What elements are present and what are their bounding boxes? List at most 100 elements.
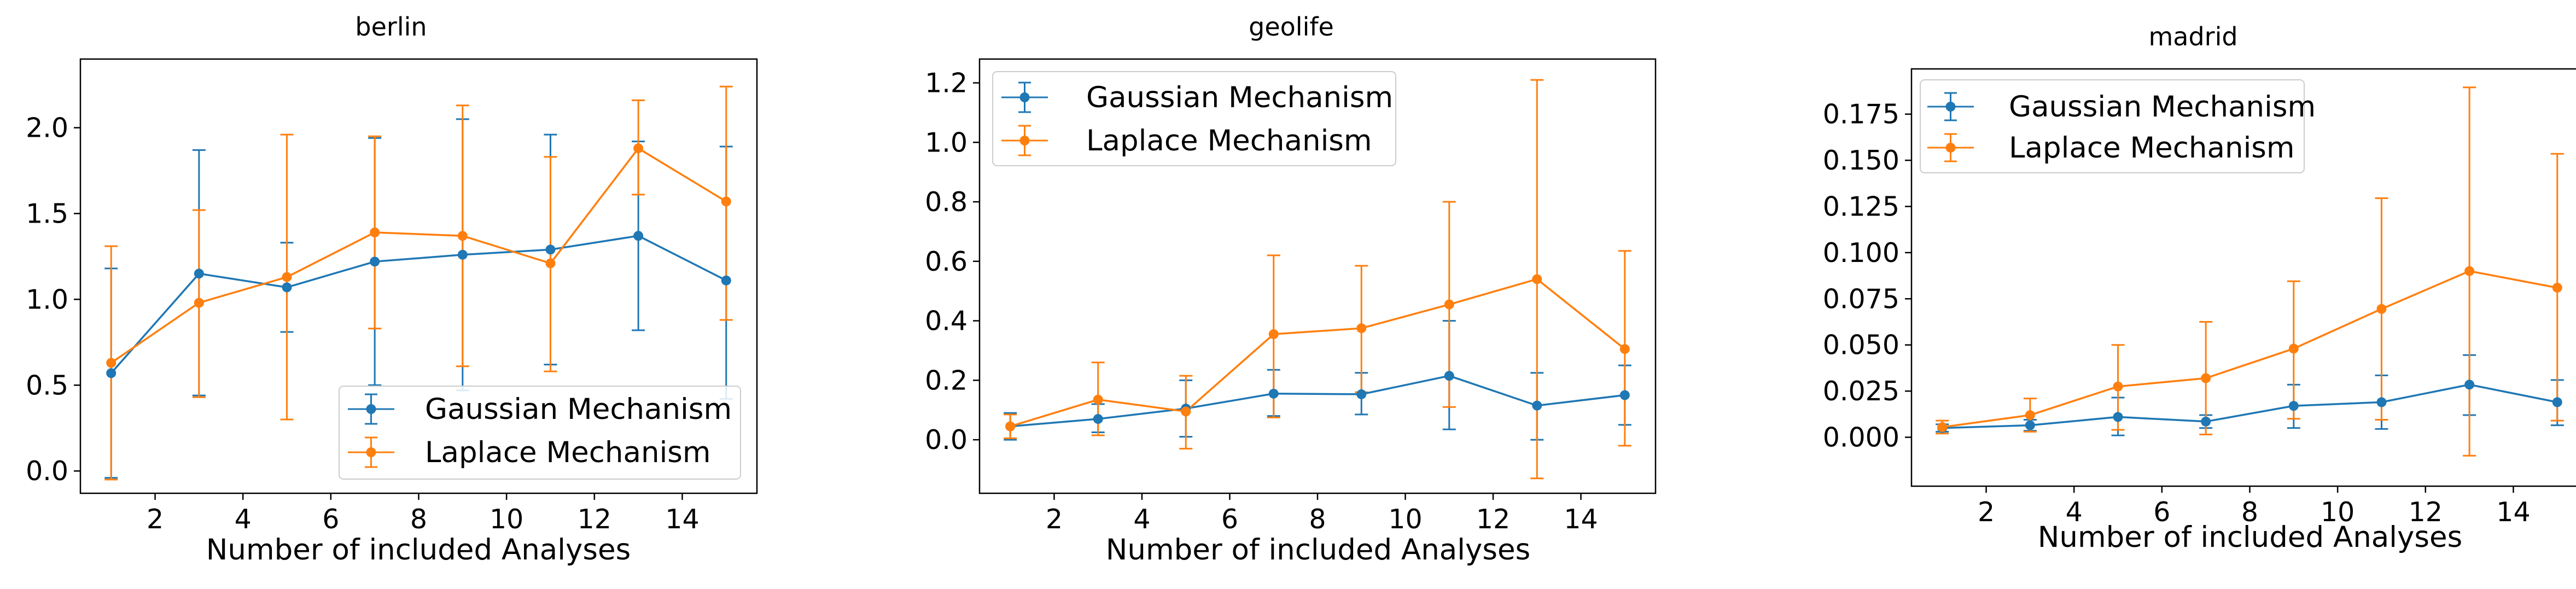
laplace-data-point — [633, 143, 644, 154]
y-tick-label: 0.8 — [925, 186, 968, 218]
gaussian-data-point — [1356, 389, 1367, 399]
x-axis-label: Number of included Analyses — [1106, 533, 1530, 567]
chart-berlin: berlin Number of included Analyses 2 4 6 8 1… — [26, 12, 758, 567]
y-tick-label: 0.6 — [925, 246, 968, 277]
chart-geolife: geolife Number of included Analyses 2 4 6 8… — [925, 12, 1657, 567]
x-tick-label: 10 — [1388, 504, 1422, 535]
laplace-data-point — [370, 227, 380, 237]
legend-laplace-label: Laplace Mechanism — [1086, 124, 1372, 158]
gaussian-data-point — [457, 249, 468, 260]
legend-laplace-label: Laplace Mechanism — [2009, 131, 2295, 165]
legend-laplace-marker — [1945, 143, 1956, 153]
x-tick-label: 6 — [2153, 497, 2170, 528]
laplace-data-point — [2288, 343, 2299, 354]
gaussian-data-point — [106, 368, 116, 378]
series-lines — [110, 147, 727, 374]
gaussian-data-point — [2201, 416, 2211, 427]
gaussian-data-point — [2552, 397, 2562, 407]
gaussian-series-line — [110, 235, 727, 374]
x-tick-label: 4 — [235, 504, 252, 535]
chart-title: madrid — [2148, 22, 2237, 51]
laplace-data-point — [1181, 406, 1191, 417]
laplace-series-line — [1942, 270, 2558, 428]
y-tick-label: 1.0 — [925, 127, 968, 158]
x-tick-label: 2 — [147, 504, 164, 535]
y-tick-label: 1.0 — [26, 284, 68, 315]
legend: Gaussian Mechanism Laplace Mechanism — [992, 71, 1396, 166]
chart-madrid: madrid Number of included Analyses 2 4 6 8 1… — [1823, 22, 2576, 554]
x-axis-label: Number of included Analyses — [2038, 521, 2462, 554]
legend-gaussian-label: Gaussian Mechanism — [1086, 81, 1393, 114]
laplace-data-point — [545, 258, 556, 269]
series-lines — [1010, 278, 1625, 428]
gaussian-data-point — [1093, 414, 1103, 424]
laplace-data-point — [721, 196, 731, 207]
x-tick-label: 2 — [1978, 497, 1995, 528]
laplace-data-point — [1268, 329, 1279, 340]
laplace-data-point — [1005, 421, 1016, 431]
gaussian-series-line — [1942, 383, 2558, 429]
gaussian-data-point — [194, 269, 204, 279]
legend-box — [992, 71, 1396, 166]
axis-ticks: 2 4 6 8 10 12 14 0.0 0.2 0.4 0.6 0.8 1.0 1.2 — [925, 68, 1598, 535]
legend: Gaussian Mechanism Laplace Mechanism — [1920, 79, 2316, 173]
y-tick-label: 0.2 — [925, 365, 968, 396]
y-tick-label: 0.025 — [1823, 376, 1899, 407]
x-axis-label: Number of included Analyses — [206, 533, 631, 567]
gaussian-data-point — [2376, 397, 2387, 407]
series-markers — [1937, 266, 2562, 433]
laplace-series-line — [110, 147, 727, 364]
x-tick-label: 10 — [489, 504, 523, 535]
y-tick-label: 0.000 — [1823, 422, 1899, 453]
legend-box — [1920, 79, 2305, 173]
gaussian-data-point — [2113, 412, 2123, 422]
gaussian-data-point — [2288, 401, 2299, 411]
x-tick-label: 4 — [1133, 504, 1150, 535]
gaussian-data-point — [1619, 390, 1630, 400]
y-tick-label: 0.150 — [1823, 145, 1899, 176]
gaussian-data-point — [282, 282, 292, 293]
x-tick-label: 8 — [2241, 497, 2258, 528]
legend-laplace-marker — [1019, 136, 1030, 145]
laplace-data-point — [1532, 274, 1542, 284]
x-tick-label: 12 — [578, 504, 611, 535]
legend-gaussian-label: Gaussian Mechanism — [2009, 90, 2316, 124]
legend-gaussian-marker — [1945, 102, 1956, 112]
laplace-data-point — [457, 231, 468, 241]
x-tick-label: 12 — [2409, 497, 2443, 528]
y-tick-label: 0.0 — [26, 456, 68, 487]
x-tick-label: 2 — [1046, 504, 1063, 535]
laplace-series-line — [1010, 278, 1625, 428]
laplace-data-point — [2552, 283, 2562, 293]
x-tick-label: 12 — [1476, 504, 1510, 535]
laplace-data-point — [282, 272, 292, 282]
series-lines — [1942, 270, 2558, 429]
x-tick-label: 8 — [410, 504, 427, 535]
series-markers — [106, 143, 731, 378]
axis-ticks: 2 4 6 8 10 12 14 0.0 0.5 1.0 1.5 2.0 — [26, 113, 700, 535]
x-tick-label: 14 — [1564, 504, 1598, 535]
laplace-data-point — [1444, 299, 1454, 310]
laplace-data-point — [2376, 304, 2387, 314]
laplace-data-point — [1093, 394, 1103, 405]
gaussian-data-point — [2025, 420, 2035, 430]
legend-gaussian-marker — [366, 404, 376, 414]
laplace-data-point — [194, 298, 204, 308]
laplace-data-point — [2464, 266, 2475, 276]
x-tick-label: 10 — [2321, 497, 2354, 528]
y-tick-label: 0.100 — [1823, 237, 1899, 269]
legend-box — [339, 386, 741, 480]
legend-gaussian-marker — [1019, 92, 1030, 102]
gaussian-series-line — [1010, 375, 1625, 428]
gaussian-data-point — [721, 275, 731, 285]
laplace-data-point — [2201, 373, 2211, 383]
x-tick-label: 14 — [2496, 497, 2530, 528]
legend-laplace-label: Laplace Mechanism — [425, 436, 711, 469]
x-tick-label: 4 — [2066, 497, 2083, 528]
laplace-data-point — [1356, 323, 1367, 334]
x-tick-label: 14 — [665, 504, 699, 535]
gaussian-data-point — [633, 231, 644, 241]
x-tick-label: 8 — [1309, 504, 1326, 535]
gaussian-data-point — [1532, 400, 1542, 411]
